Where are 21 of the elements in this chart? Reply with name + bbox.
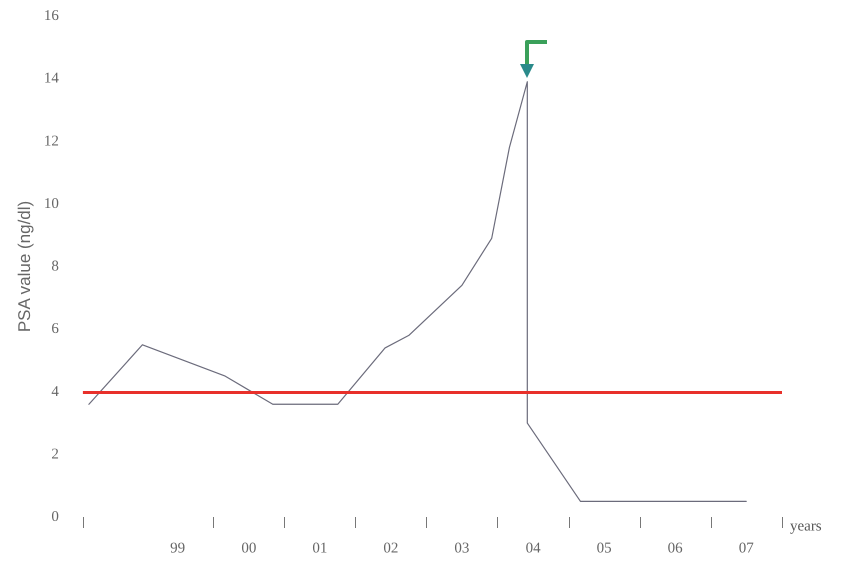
y-tick-label: 8 xyxy=(51,258,59,274)
x-tick-label: 07 xyxy=(738,540,754,556)
y-tick-label: 14 xyxy=(44,70,60,87)
y-tick-label: 6 xyxy=(51,321,60,338)
line-series xyxy=(88,81,747,502)
y-tick-label: 10 xyxy=(44,196,59,212)
x-tick-label: 00 xyxy=(241,540,256,556)
x-tick-label: 04 xyxy=(526,540,542,556)
x-tick-label: 06 xyxy=(668,540,684,556)
y-tick-label: 4 xyxy=(51,384,60,400)
x-tick-label: 99 xyxy=(170,540,186,556)
x-axis-title: years xyxy=(790,518,822,534)
x-tick-label: 03 xyxy=(454,540,470,556)
y-tick-label: 12 xyxy=(44,133,59,150)
y-tick-label: 16 xyxy=(44,8,60,24)
x-tick-label: 02 xyxy=(383,540,398,556)
y-tick-label: 2 xyxy=(51,446,59,462)
y-tick-label: 0 xyxy=(51,509,59,525)
x-tick-label: 01 xyxy=(312,540,328,556)
y-axis-title: PSA value (ng/dl) xyxy=(15,200,34,332)
x-tick-label: 05 xyxy=(596,540,612,556)
